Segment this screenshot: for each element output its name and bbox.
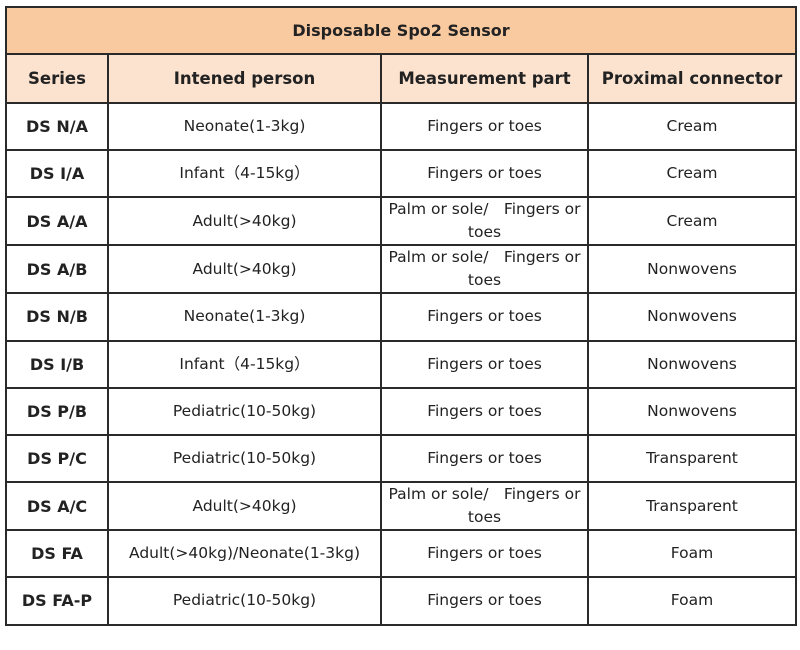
series-cell: DS FA bbox=[5, 529, 109, 579]
connector-cell: Transparent bbox=[586, 481, 798, 532]
intended-person-cell: Adult(>40kg)/Neonate(1-3kg) bbox=[107, 529, 382, 579]
series-cell: DS N/B bbox=[5, 292, 109, 342]
table-row: DS N/A Neonate(1-3kg) Fingers or toes Cream bbox=[5, 101, 798, 152]
table-title: Disposable Spo2 Sensor bbox=[4, 6, 798, 55]
intended-person-cell: Pediatric(10-50kg) bbox=[107, 433, 382, 484]
table-row: DS P/B Pediatric(10-50kg) Fingers or toes N… bbox=[5, 386, 798, 436]
intended-person-cell: Adult(>40kg) bbox=[107, 481, 382, 532]
series-cell: DS I/B bbox=[5, 339, 109, 389]
connector-cell: Nonwovens bbox=[586, 339, 798, 389]
connector-cell: Nonwovens bbox=[586, 244, 798, 295]
series-cell: DS A/A bbox=[5, 196, 109, 247]
column-header: Series bbox=[5, 53, 109, 104]
column-header: Intened person bbox=[107, 53, 382, 104]
connector-cell: Foam bbox=[586, 529, 798, 579]
series-cell: DS FA-P bbox=[5, 576, 109, 626]
column-header: Measurement part bbox=[380, 53, 589, 104]
connector-cell: Cream bbox=[586, 149, 798, 199]
table-row: DS A/A Adult(>40kg) Palm or sole/ Fingers … bbox=[5, 196, 798, 247]
intended-person-cell: Pediatric(10-50kg) bbox=[107, 386, 382, 436]
series-cell: DS A/C bbox=[5, 481, 109, 532]
table-row: DS A/B Adult(>40kg) Palm or sole/ Fingers … bbox=[5, 244, 798, 295]
series-cell: DS A/B bbox=[5, 244, 109, 295]
table-row: DS N/B Neonate(1-3kg) Fingers or toes Nonwo… bbox=[5, 292, 798, 342]
measurement-part-cell: Fingers or toes bbox=[380, 576, 589, 626]
table-row: DS I/A Infant（4-15kg） Fingers or toes Cream bbox=[5, 149, 798, 199]
intended-person-cell: Pediatric(10-50kg) bbox=[107, 576, 382, 626]
connector-cell: Cream bbox=[586, 196, 798, 247]
series-cell: DS N/A bbox=[5, 101, 109, 152]
table-row: DS FA-P Pediatric(10-50kg) Fingers or toes… bbox=[5, 576, 798, 626]
series-cell: DS P/C bbox=[5, 433, 109, 484]
series-cell: DS I/A bbox=[5, 149, 109, 199]
measurement-part-cell: Palm or sole/ Fingers or toes bbox=[380, 196, 589, 247]
intended-person-cell: Infant（4-15kg） bbox=[107, 149, 382, 199]
intended-person-cell: Adult(>40kg) bbox=[107, 196, 382, 247]
measurement-part-cell: Fingers or toes bbox=[380, 386, 589, 436]
connector-cell: Cream bbox=[586, 101, 798, 152]
connector-cell: Foam bbox=[586, 576, 798, 626]
intended-person-cell: Infant（4-15kg） bbox=[107, 339, 382, 389]
connector-cell: Nonwovens bbox=[586, 386, 798, 436]
table-row: DS I/B Infant（4-15kg） Fingers or toes Nonwo… bbox=[5, 339, 798, 389]
measurement-part-cell: Fingers or toes bbox=[380, 149, 589, 199]
measurement-part-cell: Fingers or toes bbox=[380, 101, 589, 152]
measurement-part-cell: Fingers or toes bbox=[380, 292, 589, 342]
measurement-part-cell: Palm or sole/ Fingers or toes bbox=[380, 244, 589, 295]
intended-person-cell: Neonate(1-3kg) bbox=[107, 101, 382, 152]
series-cell: DS P/B bbox=[5, 386, 109, 436]
measurement-part-cell: Fingers or toes bbox=[380, 339, 589, 389]
table-row: DS P/C Pediatric(10-50kg) Fingers or toes T… bbox=[5, 433, 798, 484]
measurement-part-cell: Palm or sole/ Fingers or toes bbox=[380, 481, 589, 532]
intended-person-cell: Neonate(1-3kg) bbox=[107, 292, 382, 342]
measurement-part-cell: Fingers or toes bbox=[380, 529, 589, 579]
connector-cell: Transparent bbox=[586, 433, 798, 484]
connector-cell: Nonwovens bbox=[586, 292, 798, 342]
measurement-part-cell: Fingers or toes bbox=[380, 433, 589, 484]
table-row: DS A/C Adult(>40kg) Palm or sole/ Fingers … bbox=[5, 481, 798, 532]
intended-person-cell: Adult(>40kg) bbox=[107, 244, 382, 295]
sensor-table: Disposable Spo2 Sensor Series Intened per… bbox=[4, 6, 798, 626]
column-header: Proximal connector bbox=[586, 53, 798, 104]
table-row: DS FA Adult(>40kg)/Neonate(1-3kg) Fingers … bbox=[5, 529, 798, 579]
